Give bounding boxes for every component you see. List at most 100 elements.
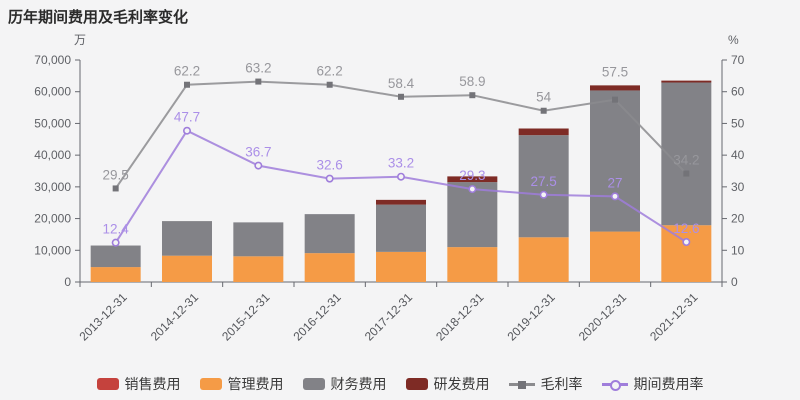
label-period-expense-ratio-2013-12-31: 12.4 xyxy=(103,222,130,237)
y-axis-right-label: 40 xyxy=(731,148,745,162)
label-gross-margin-2021-12-31: 34.2 xyxy=(673,153,699,168)
point-period-expense-ratio-2016-12-31[interactable] xyxy=(325,174,334,183)
bar-rd-expense-2017-12-31[interactable] xyxy=(376,199,426,205)
point-period-expense-ratio-2020-12-31[interactable] xyxy=(610,192,619,201)
bar-admin-expense-2020-12-31[interactable] xyxy=(590,231,640,282)
x-axis-label: 2015-12-31 xyxy=(219,290,273,344)
bar-admin-expense-2014-12-31[interactable] xyxy=(162,255,212,282)
legend-item-admin-expense[interactable]: 管理费用 xyxy=(199,374,284,394)
point-period-expense-ratio-2021-12-31[interactable] xyxy=(682,238,691,247)
legend-swatch-gross-margin-icon xyxy=(508,378,535,390)
x-axis-label: 2013-12-31 xyxy=(76,290,130,344)
legend-item-period-expense-ratio[interactable]: 期间费用率 xyxy=(601,374,704,394)
y-axis-left-label: 20,000 xyxy=(34,212,71,226)
point-gross-margin-2017-12-31[interactable] xyxy=(398,93,404,100)
label-gross-margin-2018-12-31: 58.9 xyxy=(459,74,485,89)
bar-finance-expense-2014-12-31[interactable] xyxy=(162,221,212,256)
bar-admin-expense-2021-12-31[interactable] xyxy=(661,225,712,282)
bar-admin-expense-2016-12-31[interactable] xyxy=(304,253,355,282)
y-axis-right-label: 70 xyxy=(731,53,745,67)
bar-admin-expense-2017-12-31[interactable] xyxy=(376,251,426,282)
x-axis-label: 2016-12-31 xyxy=(290,290,344,344)
label-period-expense-ratio-2020-12-31: 27 xyxy=(607,175,622,190)
bar-admin-expense-2018-12-31[interactable] xyxy=(447,247,498,282)
point-period-expense-ratio-2015-12-31[interactable] xyxy=(254,161,263,170)
label-gross-margin-2014-12-31: 62.2 xyxy=(174,64,200,79)
chart-legend: 销售费用 管理费用 财务费用 研发费用 毛利率 期间费用率 xyxy=(0,374,800,394)
bar-finance-expense-2016-12-31[interactable] xyxy=(304,214,355,254)
legend-label-rd-expense: 研发费用 xyxy=(433,376,490,392)
x-axis-label: 2019-12-31 xyxy=(504,290,558,344)
point-period-expense-ratio-2018-12-31[interactable] xyxy=(468,185,477,194)
legend-label-finance-expense: 财务费用 xyxy=(330,376,387,392)
bar-finance-expense-2019-12-31[interactable] xyxy=(518,135,569,238)
label-gross-margin-2020-12-31: 57.5 xyxy=(602,64,628,79)
legend-square-marker-icon xyxy=(517,380,526,389)
label-period-expense-ratio-2018-12-31: 29.3 xyxy=(459,168,485,183)
label-period-expense-ratio-2021-12-31: 12.6 xyxy=(673,221,699,236)
y-axis-right-label: 0 xyxy=(731,275,738,289)
bar-rd-expense-2021-12-31[interactable] xyxy=(661,80,712,83)
legend-label-gross-margin: 毛利率 xyxy=(540,376,583,392)
y-axis-left-label: 30,000 xyxy=(34,180,71,194)
y-axis-left-label: 10,000 xyxy=(34,243,71,257)
label-period-expense-ratio-2016-12-31: 32.6 xyxy=(317,158,343,173)
point-gross-margin-2021-12-31[interactable] xyxy=(683,170,690,177)
point-period-expense-ratio-2014-12-31[interactable] xyxy=(183,126,192,135)
bar-finance-expense-2015-12-31[interactable] xyxy=(233,222,284,257)
label-gross-margin-2016-12-31: 62.2 xyxy=(317,64,343,79)
label-gross-margin-2013-12-31: 29.5 xyxy=(103,167,129,182)
legend-item-rd-expense[interactable]: 研发费用 xyxy=(405,374,490,394)
x-axis-label: 2014-12-31 xyxy=(148,290,202,344)
y-axis-left-unit: 万 xyxy=(74,33,86,47)
point-gross-margin-2013-12-31[interactable] xyxy=(112,185,119,192)
y-axis-left-label: 0 xyxy=(64,275,71,289)
y-axis-left-label: 60,000 xyxy=(34,85,71,99)
legend-swatch-period-expense-ratio-icon xyxy=(601,378,628,391)
bar-rd-expense-2018-12-31[interactable] xyxy=(447,176,498,183)
bar-admin-expense-2013-12-31[interactable] xyxy=(90,267,141,282)
bar-finance-expense-2020-12-31[interactable] xyxy=(590,90,640,232)
chart-title: 历年期间费用及毛利率变化 xyxy=(8,9,189,26)
legend-label-period-expense-ratio: 期间费用率 xyxy=(633,376,704,392)
point-period-expense-ratio-2013-12-31[interactable] xyxy=(111,238,120,247)
point-gross-margin-2018-12-31[interactable] xyxy=(469,92,476,99)
legend-swatch-sales-expense-icon xyxy=(96,378,119,390)
point-gross-margin-2015-12-31[interactable] xyxy=(255,78,262,85)
bar-admin-expense-2015-12-31[interactable] xyxy=(233,256,284,282)
expense-margin-chart: 0 10,000 20,000 30,000 40,000 50,000 60,000 70,… xyxy=(34,33,745,344)
x-axis-label: 2020-12-31 xyxy=(576,290,630,344)
bar-admin-expense-2019-12-31[interactable] xyxy=(518,237,569,282)
bar-rd-expense-2019-12-31[interactable] xyxy=(518,128,569,136)
bar-rd-expense-2020-12-31[interactable] xyxy=(590,85,640,91)
y-axis-right-label: 20 xyxy=(731,212,745,226)
y-axis-right-unit: % xyxy=(728,33,739,47)
y-axis-right-label: 30 xyxy=(731,180,745,194)
point-period-expense-ratio-2017-12-31[interactable] xyxy=(396,172,405,181)
label-period-expense-ratio-2017-12-31: 33.2 xyxy=(388,156,414,171)
legend-item-gross-margin[interactable]: 毛利率 xyxy=(508,374,583,394)
label-period-expense-ratio-2019-12-31: 27.5 xyxy=(531,174,557,189)
point-gross-margin-2019-12-31[interactable] xyxy=(540,107,547,114)
label-gross-margin-2019-12-31: 54 xyxy=(536,90,552,105)
label-gross-margin-2015-12-31: 63.2 xyxy=(245,61,271,76)
legend-swatch-finance-expense-icon xyxy=(302,378,325,390)
bar-finance-expense-2013-12-31[interactable] xyxy=(90,245,141,268)
legend-item-sales-expense[interactable]: 销售费用 xyxy=(96,374,181,394)
x-axis-label: 2018-12-31 xyxy=(433,290,487,344)
point-gross-margin-2014-12-31[interactable] xyxy=(184,81,190,88)
label-period-expense-ratio-2014-12-31: 47.7 xyxy=(174,110,200,125)
label-gross-margin-2017-12-31: 58.4 xyxy=(388,76,415,91)
point-period-expense-ratio-2019-12-31[interactable] xyxy=(539,190,548,199)
y-axis-right-label: 10 xyxy=(731,243,745,257)
legend-label-sales-expense: 销售费用 xyxy=(124,376,181,392)
legend-item-finance-expense[interactable]: 财务费用 xyxy=(302,374,387,394)
x-axis-label: 2017-12-31 xyxy=(362,290,416,344)
bar-finance-expense-2021-12-31[interactable] xyxy=(661,82,712,226)
legend-swatch-rd-expense-icon xyxy=(405,378,428,390)
y-axis-left-label: 70,000 xyxy=(34,53,71,67)
y-axis-right-label: 50 xyxy=(731,116,745,130)
point-gross-margin-2016-12-31[interactable] xyxy=(326,81,333,88)
bar-finance-expense-2017-12-31[interactable] xyxy=(376,204,426,252)
point-gross-margin-2020-12-31[interactable] xyxy=(612,96,618,103)
